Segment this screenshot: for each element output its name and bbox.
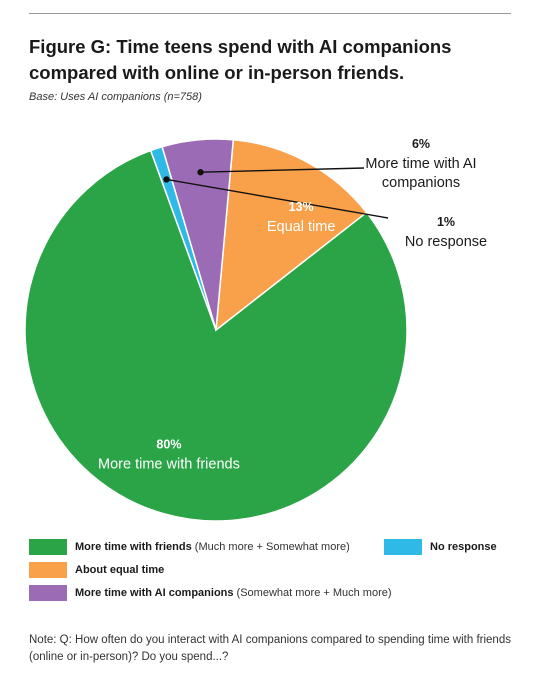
slice-label-ai: More time with AI: [365, 156, 476, 172]
top-rule: [29, 13, 511, 14]
legend-label-friends: More time with friends: [75, 541, 192, 553]
slice-label-equal: Equal time: [267, 219, 336, 235]
legend-item-ai: More time with AI companions (Somewhat m…: [29, 585, 392, 601]
legend-swatch-friends: [29, 539, 67, 555]
legend-detail-friends: (Much more + Somewhat more): [191, 541, 350, 553]
pie-chart: 80% More time with friends 13% Equal time 6%…: [24, 137, 487, 522]
slice-percent-friends: 80%: [156, 437, 181, 451]
legend-item-no-response: No response: [384, 539, 497, 555]
legend-label-equal: About equal time: [75, 564, 165, 576]
slice-label-friends: More time with friends: [98, 456, 240, 472]
slice-label-no-response: No response: [405, 234, 487, 250]
legend-swatch-no-response: [384, 539, 422, 555]
slice-label-ai: companions: [382, 175, 460, 191]
slice-percent-no-response: 1%: [437, 215, 455, 229]
legend-item-equal: About equal time: [29, 562, 164, 578]
legend-label-ai: More time with AI companions: [75, 587, 234, 599]
pie-slice-no-response: [149, 145, 217, 331]
chart-note: Note: Q: How often do you interact with …: [29, 634, 511, 663]
pie-slice-equal: [215, 138, 368, 332]
legend-swatch-equal: [29, 562, 67, 578]
leader-line-ai: [200, 167, 365, 173]
legend-detail-ai: (Somewhat more + Much more): [233, 587, 392, 599]
legend-label-no-response: No response: [430, 541, 497, 553]
slice-percent-ai: 6%: [412, 137, 430, 151]
legend-item-friends: More time with friends (Much more + Some…: [29, 539, 350, 555]
legend-swatch-ai: [29, 585, 67, 601]
slice-percent-equal: 13%: [289, 200, 314, 214]
pie-slice-friends: [24, 149, 408, 522]
chart-title: Figure G: Time teens spend with AI compa…: [29, 36, 452, 83]
leader-line-no-response: [166, 178, 389, 219]
chart-subtitle: Base: Uses AI companions (n=758): [29, 91, 202, 103]
